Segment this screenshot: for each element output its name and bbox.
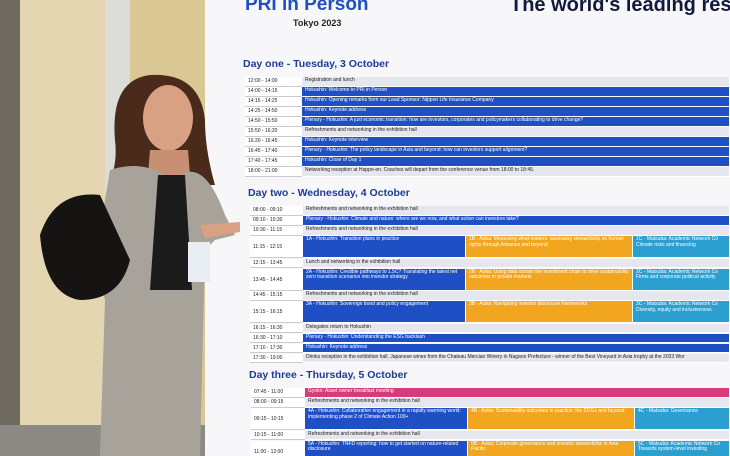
- session: 1B - Aoba: Measuring what matters: asses…: [466, 236, 633, 258]
- session: 2B - Aoba: Using data across the investm…: [466, 268, 633, 291]
- session: 4A - Hokushin: Collaborative engagement …: [305, 408, 468, 430]
- time-slot: 14:15 - 14:25: [245, 97, 302, 107]
- time-slot: 12:15 - 13:45: [250, 258, 303, 268]
- time-slot: 14:00 - 14:15: [245, 87, 302, 97]
- time-slot: 14:25 - 14:50: [245, 107, 302, 117]
- time-slot: 08:00 - 09:10: [250, 206, 303, 216]
- time-slot: 11:15 - 12:15: [250, 236, 303, 258]
- day-title: Day one - Tuesday, 3 October: [243, 58, 390, 70]
- subtitle: Tokyo 2023: [293, 18, 342, 28]
- time-slot: 16:20 - 16:45: [245, 137, 302, 147]
- time-slot: 15:15 - 16:15: [250, 301, 303, 323]
- tagline: The world's leading res: [510, 0, 730, 16]
- time-slot: 14:45 - 15:15: [250, 291, 303, 301]
- session: 3A - Hokushin: Sovereign bond and policy…: [303, 301, 466, 323]
- time-slot: 16:15 - 16:30: [250, 323, 303, 333]
- time-slot: 17:40 - 17:45: [245, 157, 302, 167]
- session: 1A - Hokushin: Transition plans in pract…: [303, 236, 466, 258]
- time-slot: 17:10 - 17:30: [250, 343, 303, 353]
- session: 2A - Hokushin: Credible pathways to 1.5C…: [303, 268, 466, 291]
- session: 4B - Aoba: Sustainability outcomes in pr…: [468, 408, 635, 430]
- time-slot: 11:00 - 12:00: [251, 440, 305, 456]
- time-slot: 17:30 - 19:00: [250, 353, 303, 363]
- time-slot: 16:45 - 17:40: [245, 147, 302, 157]
- session: 5B - Aoba: Corporate governance and inve…: [468, 440, 635, 456]
- time-slot: 14:50 - 15:50: [245, 117, 302, 127]
- day-title: Day three - Thursday, 5 October: [249, 369, 408, 381]
- schedule-board: PRI in Person Tokyo 2023 The world's lea…: [205, 0, 730, 456]
- time-slot: 12:00 - 14:00: [245, 77, 302, 87]
- time-slot: 09:15 - 10:15: [251, 408, 305, 430]
- logo: PRI in Person: [245, 0, 369, 15]
- session: 3B - Aoba: Navigating investor disclosur…: [466, 301, 633, 323]
- time-slot: 15:50 - 16:20: [245, 127, 302, 137]
- time-slot: 16:30 - 17:10: [250, 333, 303, 343]
- time-slot: 18:00 - 21:00: [245, 167, 302, 177]
- time-slot: 07:45 - 11:00: [251, 388, 305, 398]
- time-slot: 08:00 - 09:15: [251, 398, 305, 408]
- time-slot: 13:45 - 14:45: [250, 268, 303, 291]
- time-slot: 10:30 - 11:15: [250, 226, 303, 236]
- day-title: Day two - Wednesday, 4 October: [248, 187, 410, 199]
- time-slot: 10:15 - 11:00: [251, 430, 305, 440]
- session: 5A - Hokushin: TNFD reporting: how to ge…: [305, 440, 468, 456]
- time-slot: 09:10 - 10:30: [250, 216, 303, 226]
